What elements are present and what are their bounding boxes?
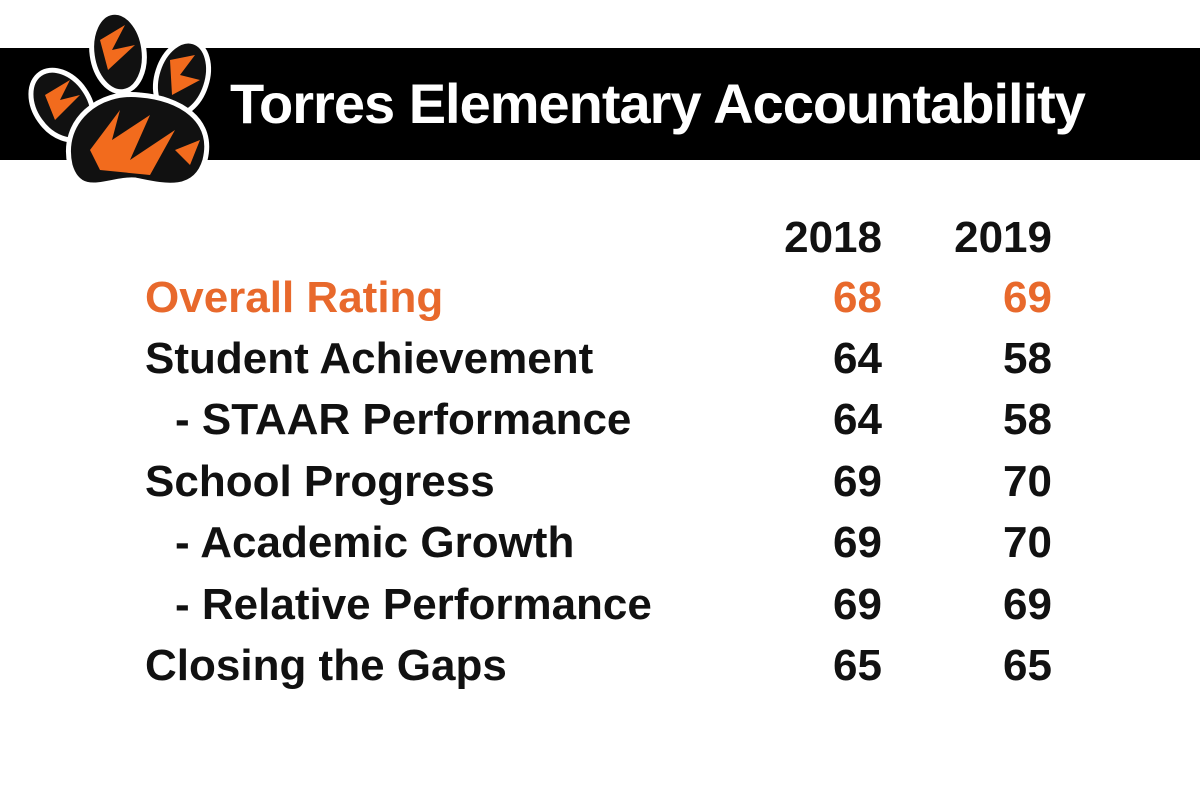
cell: 64: [833, 334, 882, 383]
row-label: Closing the Gaps: [145, 641, 507, 690]
title: Torres Elementary Accountability: [230, 72, 1086, 135]
cell: 69: [1003, 273, 1052, 322]
cell: 58: [1003, 395, 1052, 444]
cell: 69: [833, 580, 882, 629]
column-header: 2018: [784, 213, 882, 262]
cell: 65: [833, 641, 882, 690]
row-label: - STAAR Performance: [175, 395, 632, 444]
row-label: Student Achievement: [145, 334, 594, 383]
row-label: School Progress: [145, 457, 495, 506]
row-label: Overall Rating: [145, 273, 444, 322]
cell: 65: [1003, 641, 1052, 690]
cell: 69: [833, 518, 882, 567]
row-label: - Academic Growth: [175, 518, 575, 567]
column-header: 2019: [954, 213, 1052, 262]
cell: 70: [1003, 518, 1052, 567]
cell: 69: [1003, 580, 1052, 629]
paw-logo: [28, 9, 212, 188]
cell: 69: [833, 457, 882, 506]
cell: 70: [1003, 457, 1052, 506]
cell: 58: [1003, 334, 1052, 383]
row-label: - Relative Performance: [175, 580, 652, 629]
cell: 68: [833, 273, 882, 322]
cell: 64: [833, 395, 882, 444]
